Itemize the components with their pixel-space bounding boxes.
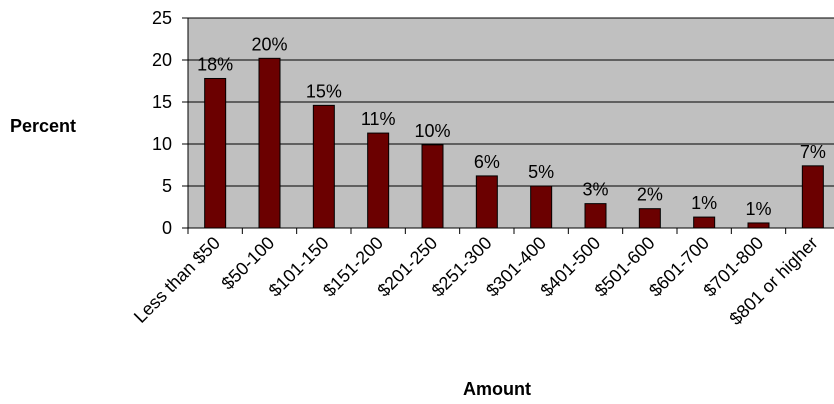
grid-lines: [188, 17, 834, 187]
bar: [638, 208, 661, 229]
data-label: 7%: [800, 142, 826, 162]
data-label: 15%: [306, 81, 342, 101]
data-label: 11%: [361, 109, 396, 129]
data-label: 1%: [691, 193, 717, 213]
data-label: 3%: [582, 180, 608, 200]
data-label: 5%: [528, 162, 554, 182]
x-axis-ticks: Less than $50$50-100$101-150$151-200$201…: [130, 228, 822, 329]
bar: [258, 57, 281, 229]
data-label: 10%: [414, 121, 450, 141]
y-tick-label: 10: [152, 134, 172, 154]
bar: [801, 165, 824, 229]
data-label: 20%: [251, 34, 287, 54]
bar: [475, 175, 498, 229]
y-tick-label: 0: [162, 218, 172, 238]
plot-area: [187, 17, 834, 229]
bar: [584, 203, 607, 229]
y-tick-label: 20: [152, 50, 172, 70]
y-tick-label: 15: [152, 92, 172, 112]
bar: [693, 216, 716, 229]
x-tick-label: Less than $50: [130, 233, 224, 327]
bars: [204, 57, 824, 229]
data-label: 1%: [745, 199, 771, 219]
data-label: 6%: [474, 152, 500, 172]
plot-background: [187, 17, 834, 229]
data-label: 2%: [637, 185, 663, 205]
x-axis-title: Amount: [463, 379, 531, 399]
bar: [204, 77, 227, 229]
y-tick-label: 5: [162, 176, 172, 196]
bar: [421, 144, 444, 229]
y-tick-label: 25: [152, 8, 172, 28]
bar: [530, 185, 553, 229]
bar: [747, 222, 770, 229]
bar: [312, 104, 335, 229]
data-labels: 18% 20% 15% 11% 10% 6% 5% 3% 2% 1% 1% 7%: [197, 34, 826, 219]
y-axis-title: Percent: [10, 116, 76, 136]
bar: [367, 132, 390, 229]
data-label: 18%: [197, 54, 233, 74]
